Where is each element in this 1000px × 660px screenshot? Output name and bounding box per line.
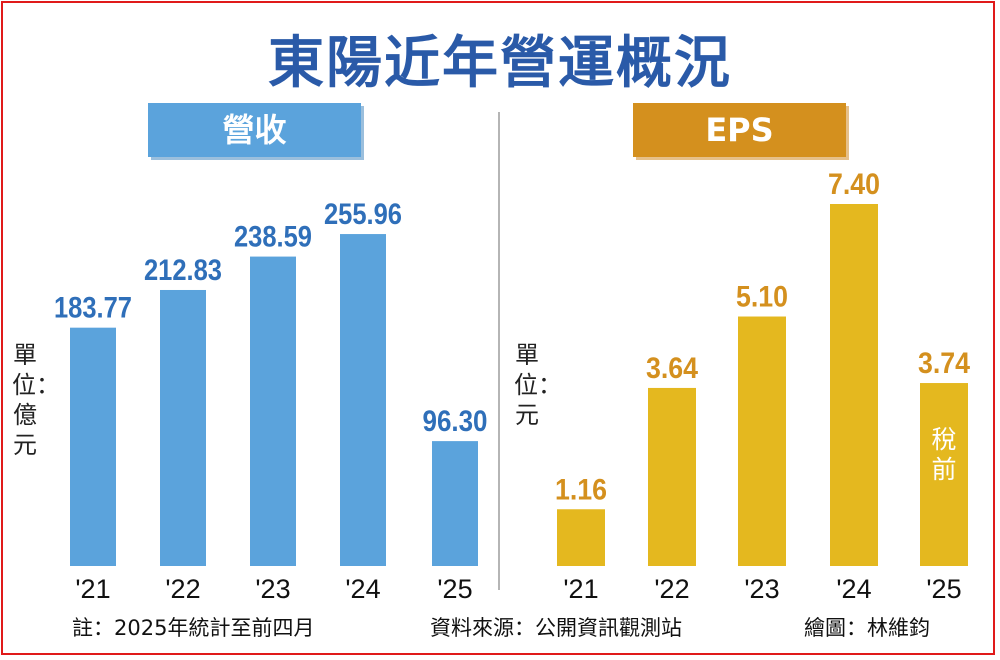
eps-bar-3: [830, 204, 878, 566]
footer-artist: 繪圖：林維鈞: [804, 616, 930, 640]
eps-panel-label: EPS: [633, 103, 846, 157]
revenue-value-label-2: 238.59: [234, 221, 312, 254]
footer-source: 資料來源：公開資訊觀測站: [430, 616, 682, 640]
eps-x-tick-1: '22: [654, 574, 689, 604]
revenue-value-label-4: 96.30: [423, 405, 488, 438]
revenue-bar-3: [340, 234, 386, 566]
eps-x-tick-0: '21: [563, 574, 598, 604]
eps-annotation-char-0: 稅: [931, 425, 956, 454]
eps-value-label-1: 3.64: [646, 352, 698, 385]
revenue-bar-4: [432, 441, 478, 566]
revenue-x-tick-2: '23: [255, 574, 290, 604]
eps-bar-2: [738, 316, 786, 566]
eps-x-tick-2: '23: [744, 574, 779, 604]
revenue-x-tick-4: '25: [437, 574, 472, 604]
eps-x-tick-3: '24: [836, 574, 871, 604]
eps-annotation-char-1: 前: [931, 455, 956, 484]
eps-value-label-3: 7.40: [828, 168, 880, 201]
revenue-bar-2: [250, 256, 296, 566]
eps-bar-1: [648, 387, 696, 566]
revenue-x-tick-3: '24: [345, 574, 380, 604]
revenue-panel-label: 營收: [148, 103, 361, 157]
eps-bar-0: [557, 509, 605, 566]
revenue-x-tick-1: '22: [165, 574, 200, 604]
page-title: 東陽近年營運概況: [268, 31, 732, 96]
revenue-value-label-3: 255.96: [324, 198, 402, 231]
revenue-value-label-1: 212.83: [144, 254, 222, 287]
eps-bar-4: [920, 383, 968, 566]
eps-value-label-4: 3.74: [918, 347, 970, 380]
eps-value-label-0: 1.16: [555, 473, 607, 506]
panel-divider: [498, 112, 500, 590]
eps-value-label-2: 5.10: [736, 281, 788, 314]
revenue-bar-1: [160, 289, 206, 566]
revenue-x-tick-0: '21: [75, 574, 110, 604]
revenue-bar-0: [70, 327, 116, 566]
footer-note: 註：2025年統計至前四月: [72, 616, 315, 640]
revenue-value-label-0: 183.77: [54, 292, 132, 325]
eps-x-tick-4: '25: [926, 574, 961, 604]
